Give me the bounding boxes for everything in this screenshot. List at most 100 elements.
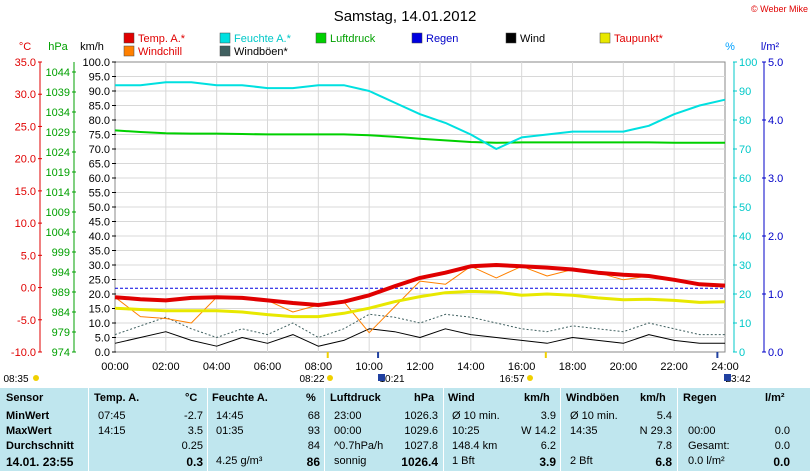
rain-tick-label: 3.0 <box>768 173 783 185</box>
wind-tick-label: 40.0 <box>89 231 110 243</box>
stats-cell-temp-t: 14:15 <box>98 425 126 437</box>
pressure-tick-label: 1024 <box>46 147 70 159</box>
stats-cell-press-t: 23:00 <box>334 410 362 422</box>
event-time-label: 08:35 <box>3 374 28 385</box>
pressure-tick-label: 1039 <box>46 87 70 99</box>
stats-cell-label: 14.01. 23:55 <box>6 455 74 469</box>
x-tick-label: 00:00 <box>101 361 129 373</box>
event-time-label: 08:22 <box>299 374 324 385</box>
pressure-tick-label: 974 <box>52 347 70 359</box>
humidity-tick-label: 100 <box>739 57 757 69</box>
temp-tick-label: -5.0 <box>17 315 36 327</box>
pressure-tick-label: 1019 <box>46 167 70 179</box>
legend-swatch <box>219 45 231 57</box>
pressure-tick-label: 994 <box>52 267 70 279</box>
stats-cell-hum-t: 4.25 g/m³ <box>216 455 263 467</box>
stats-cell-rain-v: 0.0 <box>773 455 790 469</box>
stats-cell-rain-l: Gesamt: <box>688 440 730 452</box>
rain-tick-label: 4.0 <box>768 115 783 127</box>
stats-cell-temp-v: 0.25 <box>181 440 203 452</box>
x-tick-label: 02:00 <box>152 361 180 373</box>
x-tick-label: 12:00 <box>406 361 434 373</box>
stats-cell-rain-v: 0.0 <box>774 425 790 437</box>
stats-cell-temp-v: 0.3 <box>186 455 203 469</box>
stats-cell-wind-v: 3.9 <box>540 410 556 422</box>
wind-tick-label: 25.0 <box>89 275 110 287</box>
hdr-hum: Feuchte A. <box>212 392 268 404</box>
hdr-temp: Temp. A. <box>94 392 140 404</box>
chart-title: Samstag, 14.01.2012 <box>334 8 477 25</box>
stats-cell-label: MaxWert <box>6 425 52 437</box>
stats-cell-gust-v: 5.4 <box>656 410 672 422</box>
pressure-tick-label: 989 <box>52 287 70 299</box>
stats-cell-temp-t: 07:45 <box>98 410 126 422</box>
hdr-rain: Regen <box>683 392 717 404</box>
rain-tick-label: 2.0 <box>768 231 783 243</box>
legend-label: Regen <box>426 33 458 45</box>
legend-swatch <box>315 32 327 44</box>
temp-tick-label: 25.0 <box>15 121 36 133</box>
humidity-tick-label: 60 <box>739 173 751 185</box>
stats-cell-label: Durchschnitt <box>6 440 74 452</box>
x-tick-label: 24:00 <box>711 361 739 373</box>
wind-tick-label: 95.0 <box>89 72 110 84</box>
stats-cell-hum-v: 84 <box>307 440 320 452</box>
hdr-hum-unit: % <box>306 392 316 404</box>
stats-cell-press-t: ^0.7hPa/h <box>334 440 384 452</box>
stats-table: Sensor Temp. A. °C Feuchte A. % Luftdruc… <box>0 388 810 471</box>
stats-cell-gust-v: 7.8 <box>656 440 672 452</box>
legend-swatch <box>123 45 135 57</box>
pressure-tick-label: 979 <box>52 327 70 339</box>
hdr-press-unit: hPa <box>414 392 435 404</box>
sun-icon <box>527 375 533 381</box>
humidity-tick-label: 30 <box>739 260 751 272</box>
wind-tick-label: 30.0 <box>89 260 110 272</box>
chart-credit: © Weber Mike <box>751 4 808 14</box>
x-tick-label: 06:00 <box>254 361 282 373</box>
hdr-gust-unit: km/h <box>640 392 666 404</box>
legend-swatch <box>411 32 423 44</box>
humidity-tick-label: 40 <box>739 231 751 243</box>
pressure-tick-label: 999 <box>52 247 70 259</box>
hdr-gust: Windböen <box>566 392 620 404</box>
x-tick-label: 08:00 <box>305 361 333 373</box>
stats-cell-rain-l: 0.0 l/m² <box>688 455 725 467</box>
wind-tick-label: 15.0 <box>89 304 110 316</box>
event-time-label: 23:42 <box>725 374 750 385</box>
rain-tick-label: 0.0 <box>768 347 783 359</box>
legend-label: Taupunkt* <box>614 33 664 45</box>
stats-cell-press-t: 00:00 <box>334 425 362 437</box>
pressure-tick-label: 1029 <box>46 127 70 139</box>
wind-axis-unit: km/h <box>80 41 104 53</box>
wind-tick-label: 10.0 <box>89 318 110 330</box>
temp-tick-label: 20.0 <box>15 154 36 166</box>
stats-cell-hum-t: 14:45 <box>216 410 244 422</box>
rain-tick-label: 5.0 <box>768 57 783 69</box>
temp-tick-label: 15.0 <box>15 186 36 198</box>
pressure-tick-label: 984 <box>52 307 70 319</box>
stats-cell-wind-l: 10:25 <box>452 425 480 437</box>
temp-tick-label: 5.0 <box>21 250 36 262</box>
pressure-tick-label: 1004 <box>46 227 70 239</box>
stats-cell-rain-l: 00:00 <box>688 425 716 437</box>
legend-label: Windböen* <box>234 46 289 58</box>
wind-tick-label: 0.0 <box>95 347 110 359</box>
humidity-tick-label: 20 <box>739 289 751 301</box>
hdr-wind-unit: km/h <box>524 392 550 404</box>
pressure-tick-label: 1034 <box>46 107 70 119</box>
stats-cell-temp-v: 3.5 <box>187 425 203 437</box>
stats-cell-hum-v: 68 <box>307 410 320 422</box>
stats-cell-label: MinWert <box>6 410 50 422</box>
pressure-tick-label: 1009 <box>46 207 70 219</box>
legend-label: Windchill <box>138 46 182 58</box>
weather-chart: Samstag, 14.01.2012 © Weber Mike Temp. A.*… <box>3 4 808 385</box>
stats-cell-hum-v: 93 <box>307 425 320 437</box>
stats-cell-press-v: 1027.8 <box>404 440 438 452</box>
stats-cell-press-v: 1026.3 <box>404 410 438 422</box>
stats-cell-wind-v: 3.9 <box>539 455 556 469</box>
x-tick-label: 22:00 <box>660 361 688 373</box>
series-temp-a <box>114 263 726 307</box>
pressure-tick-label: 1014 <box>46 187 70 199</box>
legend-label: Luftdruck <box>330 33 376 45</box>
wind-tick-label: 20.0 <box>89 289 110 301</box>
